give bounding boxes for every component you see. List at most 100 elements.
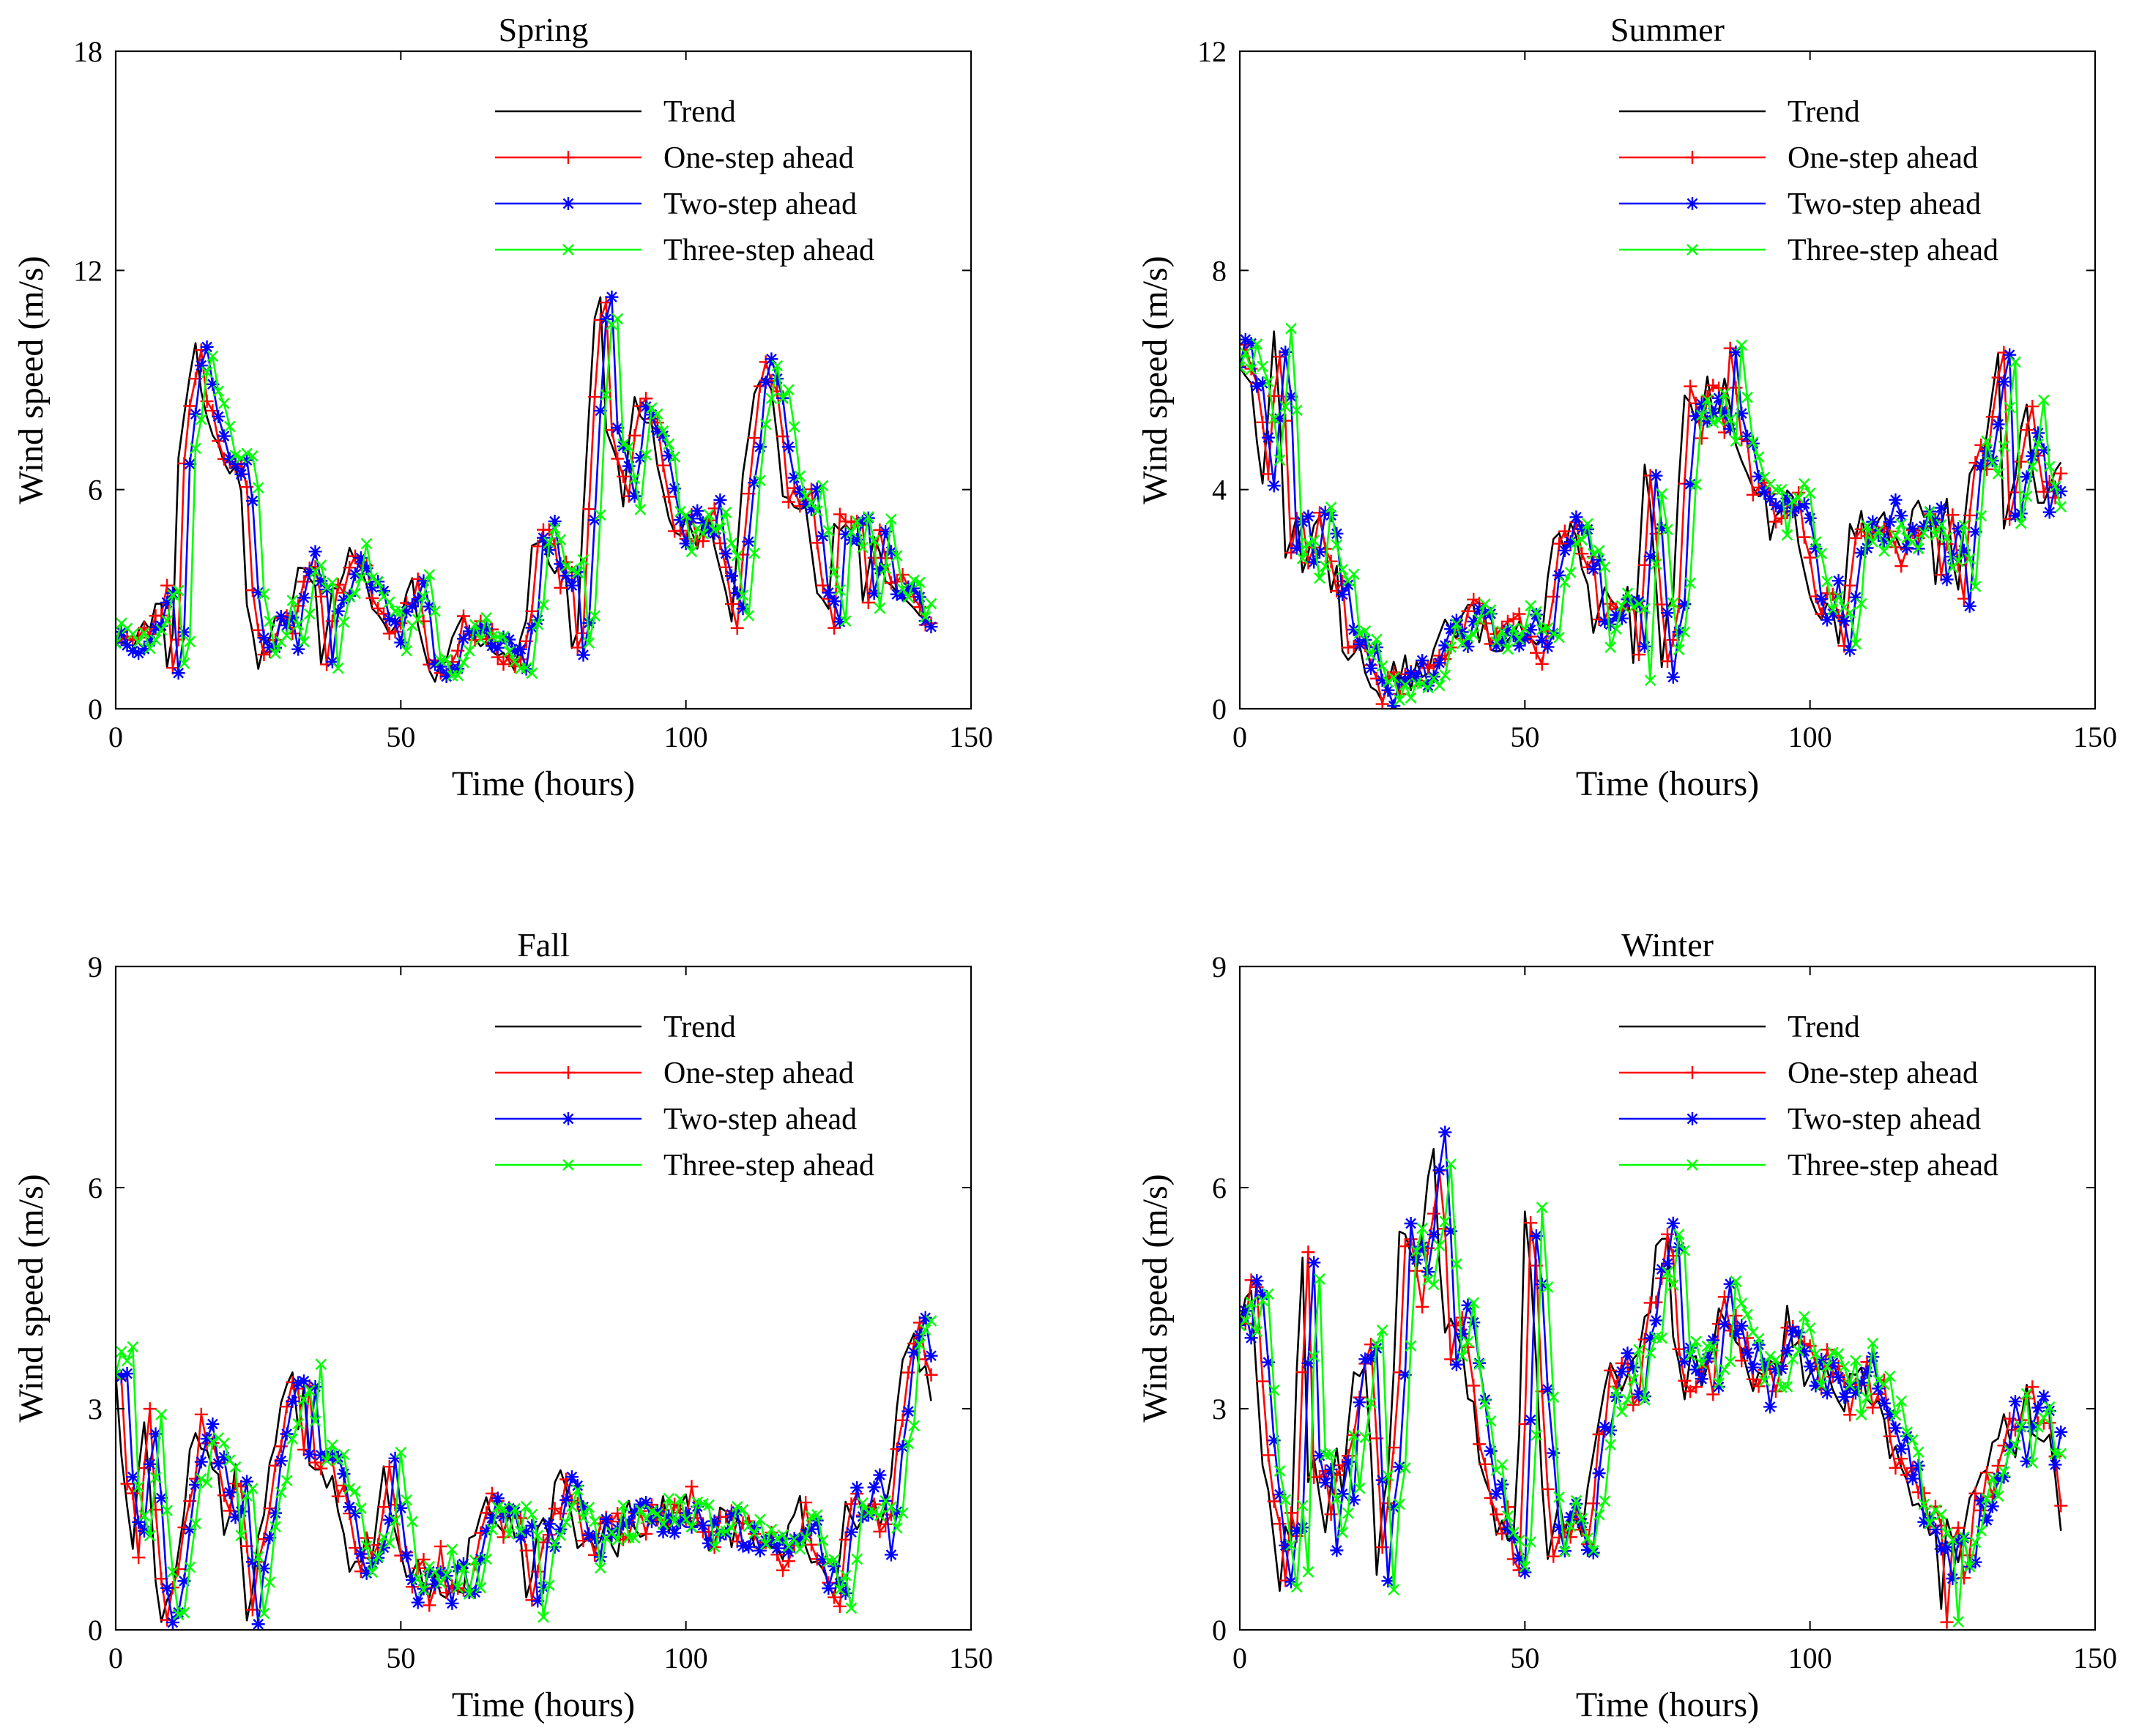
- data-point: [201, 1477, 213, 1489]
- data-point: [571, 567, 584, 579]
- data-point: [292, 619, 305, 631]
- data-point: [1467, 1316, 1481, 1330]
- data-point: [491, 641, 505, 655]
- data-point: [1843, 643, 1857, 657]
- data-point: [754, 474, 766, 487]
- data-point: [1649, 469, 1663, 483]
- legend-entry: Two-step ahead: [1619, 187, 1981, 221]
- data-point: [1695, 431, 1708, 445]
- data-point: [160, 578, 174, 592]
- data-point: [190, 442, 201, 455]
- data-point: [753, 1543, 767, 1557]
- data-point: [912, 590, 926, 604]
- data-point: [480, 1524, 494, 1538]
- data-point: [2054, 484, 2068, 498]
- data-point: [1905, 1472, 1919, 1486]
- data-point: [1690, 1335, 1702, 1347]
- data-point: [1656, 488, 1668, 500]
- data-point: [2043, 1401, 2056, 1413]
- data-point: [1347, 1493, 1361, 1507]
- data-point: [668, 1526, 682, 1540]
- data-point: [1341, 1455, 1355, 1469]
- data-point: [132, 1515, 146, 1529]
- data-point: [360, 562, 373, 575]
- data-point: [1672, 1240, 1686, 1254]
- legend-entry: Trend: [495, 1010, 736, 1044]
- data-point: [650, 1505, 664, 1519]
- data-point: [2009, 1439, 2021, 1451]
- data-point: [617, 1500, 629, 1512]
- data-point: [1678, 1245, 1691, 1256]
- data-point: [1935, 518, 1947, 531]
- axes-box: [1238, 965, 2097, 1631]
- data-point: [327, 577, 338, 589]
- data-point: [1365, 1397, 1377, 1409]
- data-point: [428, 657, 442, 671]
- data-point: [646, 1505, 658, 1517]
- data-point: [1621, 592, 1634, 606]
- legend-entry: Trend: [1619, 1010, 1860, 1044]
- data-point: [1969, 1536, 1982, 1549]
- data-point: [218, 1437, 230, 1449]
- data-point: [1240, 360, 1246, 373]
- data-point: [548, 515, 562, 529]
- data-point: [480, 622, 494, 636]
- data-point: [1643, 549, 1657, 563]
- data-point: [1279, 401, 1292, 413]
- data-point: [1524, 1413, 1538, 1427]
- data-point: [583, 1501, 595, 1513]
- data-point: [126, 1486, 140, 1500]
- data-point: [241, 1490, 253, 1502]
- data-point: [1541, 1281, 1554, 1293]
- data-point: [320, 583, 334, 597]
- data-point: [297, 1374, 310, 1388]
- data-point: [554, 534, 567, 545]
- data-point: [1599, 561, 1611, 573]
- legend-marker: [1686, 244, 1698, 256]
- data-point: [1347, 568, 1360, 581]
- data-point: [1821, 1386, 1834, 1400]
- data-point: [1387, 699, 1401, 709]
- data-point: [1427, 1228, 1440, 1242]
- data-point: [1580, 1543, 1594, 1557]
- data-point: [189, 1478, 203, 1491]
- data-point: [1918, 1498, 1930, 1510]
- data-point: [679, 1506, 693, 1520]
- data-point: [1637, 639, 1651, 653]
- series-trend: [1240, 330, 2062, 703]
- data-point: [1576, 1513, 1588, 1524]
- data-point: [212, 1456, 226, 1470]
- data-point: [839, 1569, 852, 1582]
- data-point: [1712, 1379, 1726, 1393]
- data-point: [194, 1455, 208, 1469]
- data-point: [691, 1500, 704, 1513]
- data-point: [662, 1509, 676, 1523]
- data-point: [474, 1552, 488, 1566]
- data-point: [685, 545, 698, 558]
- data-point: [600, 389, 612, 401]
- data-point: [1285, 1539, 1297, 1551]
- data-point: [1387, 1441, 1401, 1455]
- data-point: [314, 574, 328, 588]
- data-point: [532, 618, 544, 630]
- data-point: [1473, 1437, 1487, 1451]
- data-point: [217, 1489, 231, 1502]
- data-point: [1848, 1386, 1862, 1400]
- data-point: [1866, 515, 1880, 529]
- data-point: [1570, 536, 1583, 548]
- data-point: [1296, 1500, 1309, 1512]
- data-point: [1336, 587, 1350, 601]
- legend-marker: [1686, 151, 1699, 164]
- data-point: [1974, 438, 1988, 452]
- data-point: [1331, 539, 1343, 551]
- data-point: [1330, 1543, 1344, 1557]
- data-point: [1301, 1356, 1315, 1370]
- data-point: [286, 1433, 299, 1445]
- data-point: [149, 1427, 163, 1441]
- data-point: [1284, 1575, 1298, 1589]
- data-point: [1974, 1494, 1988, 1508]
- data-point: [730, 1505, 744, 1519]
- data-point: [1479, 1398, 1491, 1410]
- y-tick-label: 9: [88, 950, 103, 983]
- data-point: [417, 1584, 430, 1596]
